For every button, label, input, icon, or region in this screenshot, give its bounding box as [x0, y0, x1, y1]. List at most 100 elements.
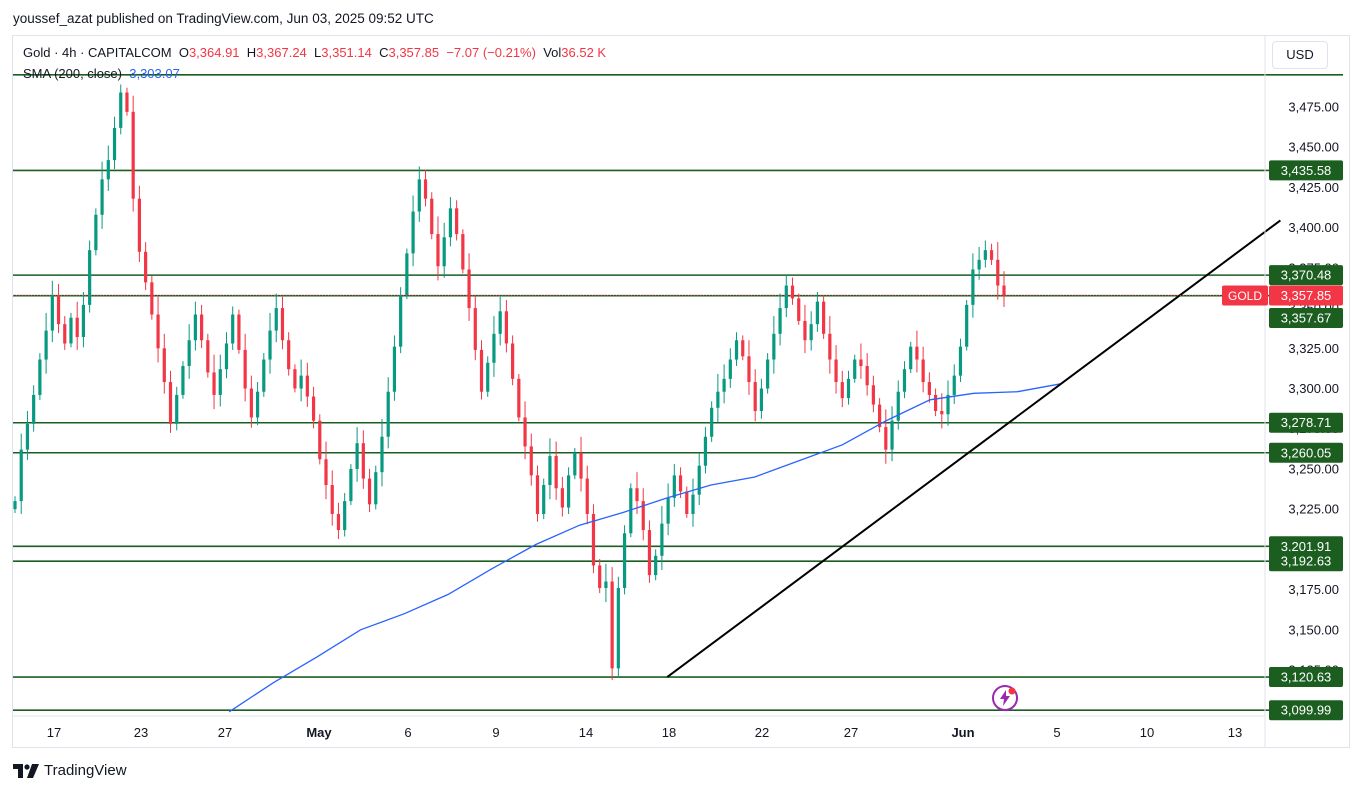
- lightning-icon[interactable]: [991, 684, 1019, 712]
- candle: [249, 388, 253, 418]
- candle: [778, 308, 782, 334]
- candle: [523, 417, 527, 447]
- candle: [268, 330, 272, 360]
- candle: [741, 340, 745, 357]
- volume-label: Vol: [543, 45, 562, 60]
- candle: [803, 320, 807, 341]
- candle: [150, 282, 154, 315]
- currency-button[interactable]: USD: [1272, 41, 1328, 69]
- candle: [797, 298, 801, 321]
- candle: [672, 475, 676, 498]
- candle: [81, 304, 86, 338]
- level-price-text: 3,192.63: [1281, 554, 1332, 569]
- publisher-line: youssef_azat published on TradingView.co…: [13, 11, 434, 26]
- y-tick-label: 3,225.00: [1288, 502, 1339, 517]
- close-value: 3,357.85: [388, 45, 440, 60]
- x-tick-label: 14: [579, 725, 593, 740]
- candle: [436, 234, 440, 267]
- candle: [318, 420, 322, 460]
- candle: [38, 359, 42, 395]
- level-price-tag: [1269, 265, 1343, 286]
- candle: [691, 494, 695, 514]
- candle: [336, 513, 341, 531]
- price-tags: 3,435.58 3,370.48 3,357.67 3,278.71 3,260.05…: [13, 160, 1343, 721]
- symbol-label[interactable]: Gold · 4h · CAPITALCOM: [23, 45, 172, 60]
- candle: [722, 378, 726, 392]
- candle: [902, 369, 907, 392]
- candle: [697, 465, 701, 495]
- candle: [479, 349, 484, 392]
- candle: [88, 250, 92, 305]
- candle: [355, 443, 359, 469]
- candle: [311, 396, 316, 421]
- current-price-text: 3,357.85: [1281, 288, 1332, 303]
- x-tick-label: 27: [218, 725, 232, 740]
- candle: [112, 127, 117, 161]
- candle: [405, 253, 409, 296]
- brand-name: TradingView: [44, 762, 127, 779]
- candle: [853, 359, 857, 379]
- tradingview-brand[interactable]: TradingView: [13, 762, 127, 779]
- candle: [560, 488, 564, 508]
- sma-value: 3,303.07: [129, 66, 180, 81]
- candle: [75, 317, 79, 338]
- candle: [846, 378, 851, 399]
- candle: [255, 391, 260, 418]
- candle: [915, 346, 919, 360]
- y-tick-label: 3,475.00: [1288, 100, 1339, 115]
- candle: [181, 365, 185, 395]
- candle: [380, 436, 384, 473]
- candle: [977, 259, 981, 270]
- candle: [685, 491, 689, 514]
- candle: [430, 198, 434, 235]
- level-price-text: 3,370.48: [1281, 268, 1332, 283]
- y-tick-label: 3,150.00: [1288, 622, 1339, 637]
- x-tick-label: 5: [1053, 725, 1060, 740]
- candle: [69, 317, 73, 344]
- candle: [374, 472, 378, 505]
- level-lines: [13, 74, 1343, 712]
- candle: [890, 420, 894, 450]
- x-tick-label: 6: [404, 725, 411, 740]
- symbol-tag-text: GOLD: [1228, 289, 1262, 303]
- candle: [399, 295, 403, 347]
- close-label: C: [379, 45, 389, 60]
- sma-layer: [228, 383, 1062, 713]
- candle: [94, 214, 98, 251]
- x-tick-label: 18: [662, 725, 676, 740]
- trendline: [666, 219, 1281, 678]
- candle: [392, 346, 397, 392]
- candle: [579, 452, 583, 479]
- x-tick-label: 10: [1140, 725, 1154, 740]
- low-value: 3,351.14: [321, 45, 372, 60]
- candle: [442, 237, 446, 267]
- sma-line: [228, 383, 1062, 713]
- candle: [666, 497, 670, 524]
- candle: [660, 523, 664, 556]
- candle: [237, 314, 241, 350]
- candle: [766, 359, 770, 389]
- candle: [622, 533, 627, 588]
- candle: [573, 452, 577, 476]
- candle: [243, 349, 247, 389]
- candle: [504, 311, 508, 344]
- candle: [423, 179, 428, 199]
- y-tick-label: 3,300.00: [1288, 381, 1339, 396]
- level-price-tag: [1269, 667, 1343, 688]
- candle: [19, 449, 23, 502]
- candle: [32, 394, 36, 424]
- tradingview-logo-icon: [13, 763, 39, 778]
- candle: [952, 375, 956, 395]
- level-price-text: 3,099.99: [1281, 703, 1332, 718]
- candle: [753, 382, 757, 412]
- candle: [63, 324, 67, 344]
- candle: [834, 359, 838, 383]
- sma-label: SMA (200, close): [23, 66, 122, 81]
- candle: [517, 378, 521, 418]
- y-tick-label: 3,400.00: [1288, 220, 1339, 235]
- trendline-layer: [666, 219, 1281, 678]
- candle: [542, 485, 546, 514]
- sma-legend[interactable]: SMA (200, close) 3,303.07: [23, 66, 180, 81]
- candle: [529, 446, 533, 476]
